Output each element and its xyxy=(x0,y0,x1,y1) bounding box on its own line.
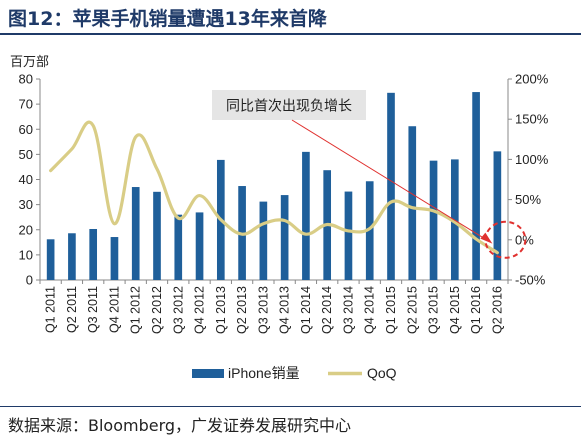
bar xyxy=(110,237,119,280)
bar xyxy=(429,160,438,280)
line-series xyxy=(49,120,499,255)
annotation: 同比首次出现负增长 xyxy=(212,90,527,259)
x-tick-label: Q4 2012 xyxy=(193,286,207,334)
right-tick-label: 200% xyxy=(515,72,549,87)
legend-bar-label: iPhone销量 xyxy=(228,365,300,381)
left-tick-label: 30 xyxy=(19,197,33,212)
left-tick-label: 10 xyxy=(19,247,33,262)
left-axis-unit: 百万部 xyxy=(10,54,49,69)
x-tick-label: Q1 2012 xyxy=(129,286,143,334)
x-tick-label: Q2 2014 xyxy=(320,286,334,334)
x-tick-label: Q3 2011 xyxy=(86,286,100,333)
x-tick-label: Q1 2016 xyxy=(469,286,483,334)
left-tick-label: 60 xyxy=(19,122,33,137)
bar xyxy=(46,239,55,280)
source-divider xyxy=(0,406,581,407)
bar xyxy=(472,92,480,280)
annotation-text: 同比首次出现负增长 xyxy=(226,98,352,114)
highlight-circle xyxy=(484,220,527,259)
title-underline xyxy=(0,33,581,35)
x-tick-label: Q2 2016 xyxy=(490,286,504,334)
right-tick-label: 50% xyxy=(515,192,541,207)
legend-bar-swatch xyxy=(192,369,224,378)
bar xyxy=(89,228,98,280)
bar xyxy=(68,233,76,280)
x-tick-label: Q3 2013 xyxy=(256,286,270,334)
source-note: 数据来源：Bloomberg，广发证券发展研究中心 xyxy=(8,416,352,435)
x-tick-label: Q3 2012 xyxy=(171,286,185,334)
axes: 01020304050607080-50%0%50%100%150%200%Q1… xyxy=(19,72,549,334)
bar xyxy=(153,191,161,280)
right-tick-label: 100% xyxy=(515,152,549,167)
annotation-box xyxy=(212,90,366,120)
annotation-arrow xyxy=(291,119,487,241)
left-tick-label: 50 xyxy=(19,147,33,162)
x-tick-label: Q1 2014 xyxy=(299,286,313,334)
left-tick-label: 70 xyxy=(19,97,33,112)
qoq-line xyxy=(49,120,499,255)
x-tick-label: Q1 2015 xyxy=(384,286,398,334)
x-tick-label: Q4 2014 xyxy=(363,286,377,334)
x-tick-label: Q3 2015 xyxy=(427,286,441,334)
left-tick-label: 20 xyxy=(19,222,33,237)
x-tick-label: Q2 2015 xyxy=(405,286,419,334)
bar xyxy=(195,212,204,280)
right-tick-label: 150% xyxy=(515,112,549,127)
right-tick-label: -50% xyxy=(515,273,546,288)
bar xyxy=(344,191,353,280)
left-tick-label: 0 xyxy=(26,273,33,288)
bar xyxy=(174,214,183,280)
bar xyxy=(280,195,289,280)
bar xyxy=(259,201,268,280)
left-tick-label: 80 xyxy=(19,72,33,87)
bar-series xyxy=(46,92,502,280)
x-tick-label: Q3 2014 xyxy=(341,286,355,334)
bar xyxy=(131,187,140,280)
x-tick-label: Q2 2013 xyxy=(235,286,249,334)
x-tick-label: Q1 2013 xyxy=(214,286,228,334)
x-tick-label: Q1 2011 xyxy=(44,286,58,333)
legend: iPhone销量 QoQ xyxy=(192,365,397,381)
x-tick-label: Q4 2011 xyxy=(107,286,121,333)
x-tick-label: Q4 2013 xyxy=(278,286,292,334)
bar xyxy=(365,181,374,280)
bar xyxy=(387,92,395,280)
legend-line-label: QoQ xyxy=(367,365,397,381)
bar xyxy=(493,151,502,280)
figure-title: 图12：苹果手机销量遭遇13年来首降 xyxy=(8,8,327,30)
x-tick-label: Q4 2015 xyxy=(448,286,462,334)
bar xyxy=(302,151,310,280)
x-tick-label: Q2 2011 xyxy=(65,286,79,333)
x-tick-label: Q2 2012 xyxy=(150,286,164,334)
left-tick-label: 40 xyxy=(19,172,33,187)
bar xyxy=(408,126,417,280)
